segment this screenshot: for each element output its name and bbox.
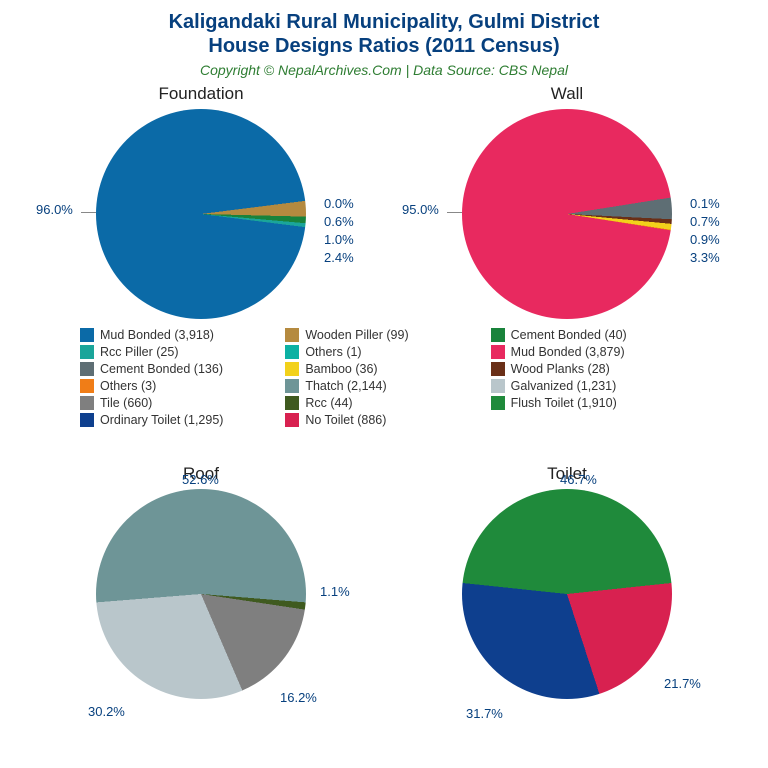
legend-swatch <box>491 328 505 342</box>
legend-label: Rcc (44) <box>305 396 352 410</box>
legend-swatch <box>80 379 94 393</box>
legend-label: Cement Bonded (40) <box>511 328 627 342</box>
legend-label: Wooden Piller (99) <box>305 328 408 342</box>
legend-swatch <box>491 362 505 376</box>
legend-label: Others (1) <box>305 345 361 359</box>
legend-item: Ordinary Toilet (1,295) <box>80 413 277 427</box>
legend-item: Others (3) <box>80 379 277 393</box>
pct-wall-0: 95.0% <box>402 202 439 217</box>
pie-toilet <box>462 489 672 699</box>
legend-item: Mud Bonded (3,918) <box>80 328 277 342</box>
chart-wall: Wall 95.0% 0.1% 0.7% 0.9% 3.3% <box>402 84 732 324</box>
legend-item: Rcc Piller (25) <box>80 345 277 359</box>
subtitle: Copyright © NepalArchives.Com | Data Sou… <box>0 62 768 78</box>
legend-swatch <box>285 362 299 376</box>
legend-label: Thatch (2,144) <box>305 379 386 393</box>
legend-label: Galvanized (1,231) <box>511 379 617 393</box>
legend-item: Galvanized (1,231) <box>491 379 688 393</box>
legend-item: Bamboo (36) <box>285 362 482 376</box>
legend: Mud Bonded (3,918) Wooden Piller (99) Ceme… <box>80 328 688 427</box>
title-line-1: Kaligandaki Rural Municipality, Gulmi Di… <box>0 10 768 34</box>
legend-swatch <box>285 379 299 393</box>
chart-toilet: Toilet 46.7% 31.7% 21.7% <box>402 464 732 744</box>
legend-item: Wood Planks (28) <box>491 362 688 376</box>
legend-item: Wooden Piller (99) <box>285 328 482 342</box>
legend-swatch <box>491 345 505 359</box>
legend-item: Rcc (44) <box>285 396 482 410</box>
legend-item: Tile (660) <box>80 396 277 410</box>
legend-label: Ordinary Toilet (1,295) <box>100 413 223 427</box>
pct-foundation-3: 1.0% <box>324 232 354 247</box>
pie-wrap-roof: 52.6% 1.1% 16.2% 30.2% <box>36 484 366 744</box>
pct-wall-1: 0.1% <box>690 196 720 211</box>
pct-roof-0: 52.6% <box>182 472 219 487</box>
pie-wrap-wall: 95.0% 0.1% 0.7% 0.9% 3.3% <box>402 104 732 324</box>
legend-swatch <box>491 396 505 410</box>
legend-swatch <box>285 345 299 359</box>
legend-label: Flush Toilet (1,910) <box>511 396 617 410</box>
pie-wrap-foundation: 96.0% 0.0% 0.6% 1.0% 2.4% <box>36 104 366 324</box>
chart-roof: Roof 52.6% 1.1% 16.2% 30.2% <box>36 464 366 744</box>
pct-foundation-0: 96.0% <box>36 202 73 217</box>
legend-label: Bamboo (36) <box>305 362 377 376</box>
legend-item: Flush Toilet (1,910) <box>491 396 688 410</box>
legend-swatch <box>80 413 94 427</box>
legend-swatch <box>80 345 94 359</box>
legend-swatch <box>285 328 299 342</box>
chart-title-foundation: Foundation <box>36 84 366 104</box>
legend-swatch <box>80 328 94 342</box>
pct-foundation-4: 2.4% <box>324 250 354 265</box>
leader-wall <box>447 212 462 213</box>
legend-swatch <box>285 396 299 410</box>
title-block: Kaligandaki Rural Municipality, Gulmi Di… <box>0 0 768 78</box>
pct-foundation-2: 0.6% <box>324 214 354 229</box>
pie-wrap-toilet: 46.7% 31.7% 21.7% <box>402 484 732 744</box>
legend-item: Mud Bonded (3,879) <box>491 345 688 359</box>
legend-label: Cement Bonded (136) <box>100 362 223 376</box>
legend-label: Mud Bonded (3,918) <box>100 328 214 342</box>
pct-roof-3: 30.2% <box>88 704 125 719</box>
legend-item: No Toilet (886) <box>285 413 482 427</box>
legend-item: Cement Bonded (136) <box>80 362 277 376</box>
legend-label: Mud Bonded (3,879) <box>511 345 625 359</box>
chart-title-wall: Wall <box>402 84 732 104</box>
legend-swatch <box>80 396 94 410</box>
legend-swatch <box>80 362 94 376</box>
leader-foundation <box>81 212 96 213</box>
legend-item: Thatch (2,144) <box>285 379 482 393</box>
pct-toilet-2: 21.7% <box>664 676 701 691</box>
chart-foundation: Foundation 96.0% 0.0% 0.6% 1.0% 2.4% <box>36 84 366 324</box>
pct-wall-4: 3.3% <box>690 250 720 265</box>
pct-roof-1: 1.1% <box>320 584 350 599</box>
legend-item: Others (1) <box>285 345 482 359</box>
legend-item: Cement Bonded (40) <box>491 328 688 342</box>
legend-label: Rcc Piller (25) <box>100 345 179 359</box>
pie-foundation <box>96 109 306 319</box>
pie-wall <box>462 109 672 319</box>
legend-label: Others (3) <box>100 379 156 393</box>
pie-roof <box>96 489 306 699</box>
legend-label: No Toilet (886) <box>305 413 386 427</box>
legend-label: Wood Planks (28) <box>511 362 610 376</box>
pct-wall-3: 0.9% <box>690 232 720 247</box>
pct-toilet-0: 46.7% <box>560 472 597 487</box>
pct-toilet-1: 31.7% <box>466 706 503 721</box>
pct-roof-2: 16.2% <box>280 690 317 705</box>
title-line-2: House Designs Ratios (2011 Census) <box>0 34 768 58</box>
legend-swatch <box>285 413 299 427</box>
pct-foundation-1: 0.0% <box>324 196 354 211</box>
pct-wall-2: 0.7% <box>690 214 720 229</box>
legend-label: Tile (660) <box>100 396 152 410</box>
legend-swatch <box>491 379 505 393</box>
